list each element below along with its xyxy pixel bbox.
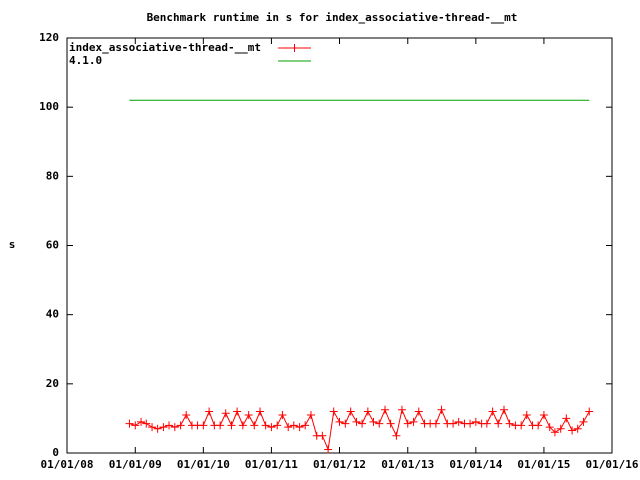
point-marker [466,419,475,428]
point-marker [482,419,491,428]
point-marker [562,414,571,423]
point-marker [500,405,509,414]
x-tick-label: 01/01/16 [586,458,639,471]
point-marker [437,405,446,414]
series-line [129,408,590,452]
x-tick-label: 01/01/08 [41,458,94,471]
point-marker [244,410,253,419]
x-tick-label: 01/01/10 [177,458,230,471]
point-marker [488,407,497,416]
point-marker [182,410,191,419]
legend-label: 4.1.0 [69,54,102,67]
point-marker [335,417,344,426]
point-marker [363,407,372,416]
point-marker [454,417,463,426]
point-marker [301,421,310,430]
point-marker [318,431,327,440]
point-marker [346,407,355,416]
point-marker [505,419,514,428]
point-marker [556,424,565,433]
point-marker [125,419,134,428]
point-marker [386,419,395,428]
point-marker [545,423,554,432]
y-axis-label: s [9,238,16,251]
point-marker [522,410,531,419]
legend-label: index_associative-thread-__mt [69,41,261,54]
point-marker [375,419,384,428]
point-marker [324,445,333,454]
point-marker [159,423,168,432]
point-marker [306,410,315,419]
point-marker [494,419,503,428]
x-tick-label: 01/01/14 [449,458,502,471]
point-marker [273,421,282,430]
x-tick-label: 01/01/13 [381,458,434,471]
point-marker [137,417,146,426]
x-tick-label: 01/01/15 [517,458,570,471]
point-marker [534,421,543,430]
point-marker [170,423,179,432]
point-marker [256,407,265,416]
legend-marker [290,44,299,52]
point-marker [449,419,458,428]
point-marker [403,419,412,428]
y-tick-label: 60 [46,239,59,252]
point-marker [295,423,304,432]
point-marker [579,417,588,426]
point-marker [329,407,338,416]
point-marker [199,421,208,430]
point-marker [227,421,236,430]
y-tick-label: 40 [46,308,59,321]
point-marker [250,421,259,430]
x-tick-label: 01/01/09 [109,458,162,471]
point-marker [358,419,367,428]
point-marker [153,424,162,433]
point-marker [397,405,406,414]
y-tick-label: 80 [46,169,59,182]
point-marker [289,421,298,430]
point-marker [409,417,418,426]
y-tick-label: 20 [46,377,59,390]
point-marker [131,421,140,430]
point-marker [216,421,225,430]
point-marker [176,421,185,430]
point-marker [205,407,214,416]
point-marker [352,417,361,426]
point-marker [431,419,440,428]
point-marker [585,407,594,416]
x-tick-label: 01/01/11 [245,458,298,471]
point-marker [369,417,378,426]
point-marker [233,407,242,416]
point-marker [471,417,480,426]
point-marker [381,405,390,414]
point-marker [517,421,526,430]
point-marker [392,431,401,440]
y-tick-label: 100 [39,100,59,113]
point-marker [284,423,293,432]
point-marker [165,421,174,430]
point-marker [142,419,151,428]
y-tick-label: 120 [39,31,59,44]
point-marker [573,424,582,433]
y-tick-label: 0 [52,446,59,459]
chart-title: Benchmark runtime in s for index_associa… [147,11,518,24]
x-tick-label: 01/01/12 [313,458,366,471]
point-marker [568,426,577,435]
point-marker [221,409,230,418]
point-marker [148,423,157,432]
point-marker [341,419,350,428]
point-marker [539,410,548,419]
point-marker [267,423,276,432]
point-marker [238,421,247,430]
point-marker [550,428,559,437]
point-marker [261,421,270,430]
point-marker [278,410,287,419]
point-marker [414,407,423,416]
